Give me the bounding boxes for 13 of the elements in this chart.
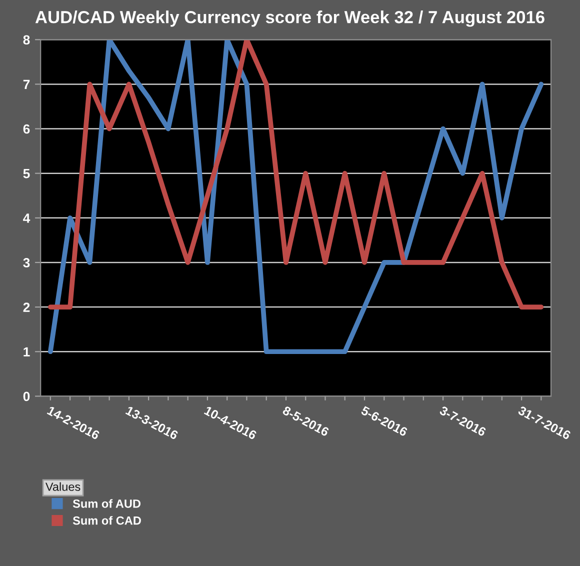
y-tick-label: 6 (23, 124, 30, 134)
y-tick-label: 4 (23, 214, 30, 223)
y-tick-label: 3 (23, 258, 30, 268)
legend-title: Values (45, 482, 80, 491)
legend-label: Sum of AUD (72, 499, 140, 508)
y-tick-label: 8 (23, 35, 30, 45)
y-tick-label: 0 (23, 392, 30, 402)
y-tick-label: 1 (24, 347, 30, 356)
chart-title: AUD/CAD Weekly Currency score for Week 32 / 7 August 2016 (35, 10, 544, 27)
legend-label: Sum of CAD (72, 516, 141, 525)
y-tick-label: 5 (23, 169, 30, 178)
y-tick-label: 7 (23, 80, 30, 89)
y-tick-label: 2 (23, 302, 30, 312)
